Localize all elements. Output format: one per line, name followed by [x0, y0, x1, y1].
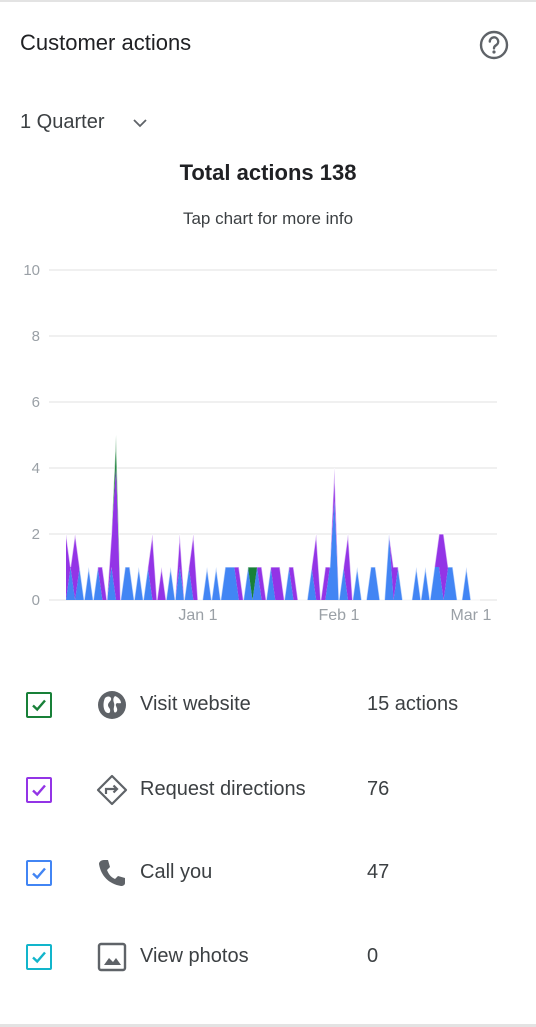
photo-icon	[96, 941, 128, 973]
bottom-divider	[0, 1024, 536, 1027]
series-request-directions-area	[66, 468, 480, 600]
directions-icon	[96, 774, 128, 806]
chart-hint: Tap chart for more info	[182, 209, 354, 228]
legend-count: 76	[367, 778, 390, 800]
total-actions: Total actions 138	[179, 160, 357, 185]
legend-checkbox[interactable]	[26, 777, 52, 803]
y-tick-label: 4	[32, 460, 40, 477]
legend-count: 0	[367, 945, 379, 967]
chevron-down-icon	[133, 118, 148, 127]
x-tick-label: Mar 1	[450, 607, 491, 624]
series-call-you-area	[66, 501, 480, 600]
phone-icon	[96, 857, 128, 889]
x-tick-label: Feb 1	[319, 607, 360, 624]
y-tick-label: 10	[23, 262, 40, 279]
legend-label: Call you	[140, 861, 213, 883]
x-tick-label: Jan 1	[178, 607, 217, 624]
legend-row-visit-website: Visit website 15 actions	[0, 675, 536, 735]
legend-count: 15 actions	[367, 693, 459, 715]
y-tick-label: 2	[32, 526, 40, 543]
legend-row-request-directions: Request directions 76	[0, 760, 536, 820]
stack-outline	[65, 434, 480, 601]
y-tick-label: 0	[32, 592, 40, 609]
page-title: Customer actions	[20, 30, 192, 55]
period-label: 1 Quarter	[20, 111, 105, 133]
legend-checkbox[interactable]	[26, 944, 52, 970]
help-icon[interactable]	[478, 29, 510, 61]
period-dropdown[interactable]: 1 Quarter	[20, 111, 148, 134]
checkmark-icon	[32, 951, 46, 964]
y-tick-label: 6	[32, 394, 40, 411]
legend-row-view-photos: View photos 0	[0, 927, 536, 987]
legend-count: 47	[367, 861, 390, 883]
checkmark-icon	[32, 867, 46, 880]
legend-checkbox[interactable]	[26, 860, 52, 886]
globe-icon	[96, 689, 128, 721]
legend-label: Request directions	[140, 778, 306, 800]
y-tick-label: 8	[32, 328, 40, 345]
top-divider	[0, 0, 536, 2]
checkmark-icon	[32, 699, 46, 712]
legend-label: Visit website	[140, 693, 251, 715]
legend-checkbox[interactable]	[26, 692, 52, 718]
legend-row-call-you: Call you 47	[0, 843, 536, 903]
actions-chart[interactable]: 0 2 4 6 8 10 Jan 1 Feb 1 Mar 1	[0, 255, 536, 635]
checkmark-icon	[32, 784, 46, 797]
legend-label: View photos	[140, 945, 249, 967]
